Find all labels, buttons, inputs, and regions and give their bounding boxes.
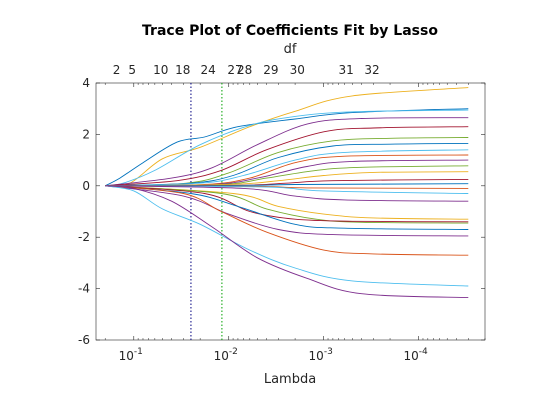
axes-box <box>95 82 486 341</box>
coefficient-trace <box>105 185 469 194</box>
df-tick-label: 2 <box>113 63 121 77</box>
coefficient-trace <box>105 109 469 187</box>
df-tick-label: 30 <box>290 63 305 77</box>
coefficient-trace <box>105 117 469 187</box>
x-tick-label: 10-2 <box>214 347 238 363</box>
y-tick-label: 4 <box>82 76 90 90</box>
coefficient-trace <box>104 108 469 187</box>
coefficient-trace <box>105 185 469 237</box>
coefficient-trace <box>105 185 469 230</box>
coefficient-trace <box>105 185 469 256</box>
x-tick-label: 10-3 <box>309 347 333 363</box>
df-tick-label: 31 <box>339 63 354 77</box>
coefficient-trace <box>105 185 469 224</box>
y-tick-label: -6 <box>78 333 90 347</box>
coefficient-trace <box>105 149 469 187</box>
chart-title: Trace Plot of Coefficients Fit by Lasso <box>142 23 438 39</box>
x-tick-label: 10-1 <box>119 347 143 363</box>
df-tick-label: 29 <box>263 63 278 77</box>
df-tick-label: 18 <box>175 63 190 77</box>
coefficient-trace <box>105 185 469 223</box>
y-tick-label: -4 <box>78 282 90 296</box>
coefficient-trace <box>105 185 469 220</box>
df-tick-label: 24 <box>200 63 215 77</box>
coefficient-trace <box>105 185 469 202</box>
df-axis-label: df <box>284 42 297 57</box>
coefficient-trace <box>105 185 469 299</box>
y-tick-label: 0 <box>82 179 90 193</box>
x-tick-label: 10-4 <box>404 347 429 363</box>
y-tick-label: 2 <box>82 127 90 141</box>
coefficient-trace <box>105 154 469 187</box>
df-tick-label: 28 <box>237 63 252 77</box>
df-tick-label: 10 <box>153 63 168 77</box>
x-axis-label: Lambda <box>264 372 316 387</box>
coefficient-trace <box>105 87 469 187</box>
df-tick-label: 5 <box>128 63 136 77</box>
y-tick-label: -2 <box>78 230 90 244</box>
df-tick-label: 27 <box>227 63 242 77</box>
df-tick-label: 32 <box>364 63 379 77</box>
coefficient-trace <box>105 137 469 187</box>
coefficient-trace <box>105 126 469 187</box>
